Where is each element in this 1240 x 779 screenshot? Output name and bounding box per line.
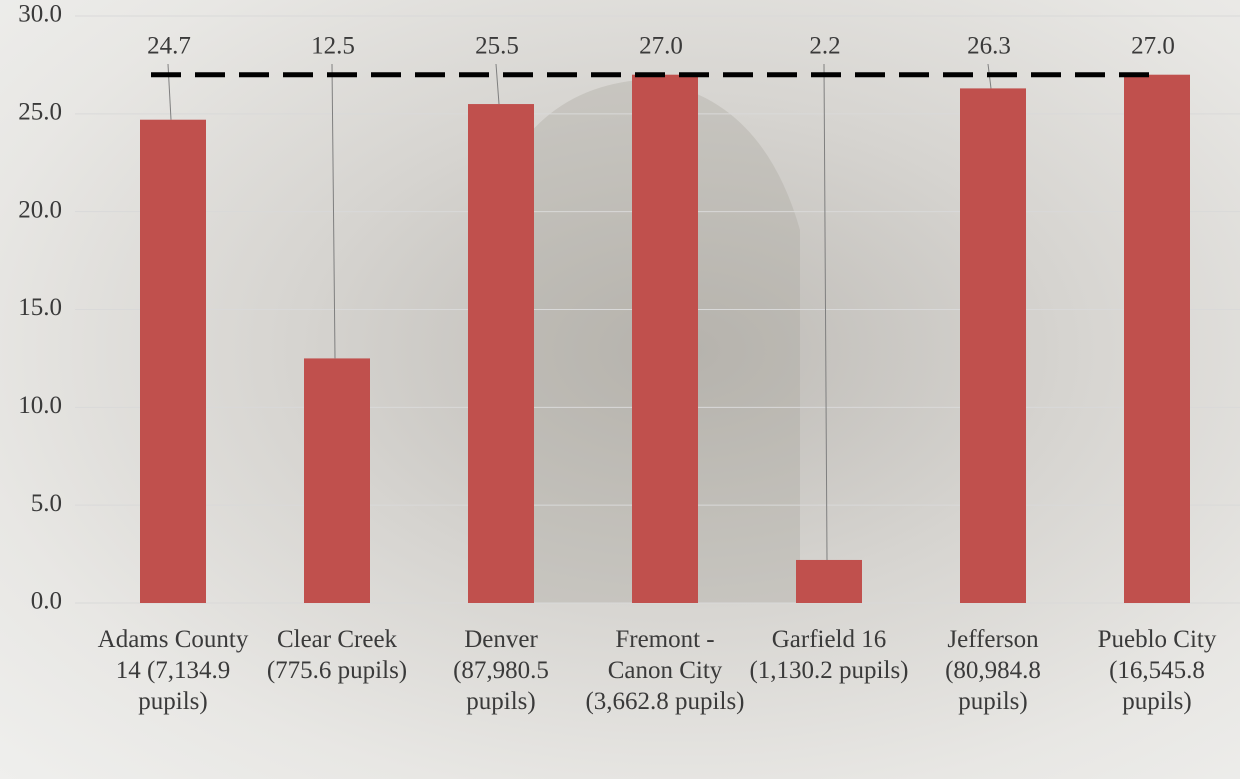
y-tick-label: 30.0 (18, 1, 62, 28)
data-label: 26.3 (967, 33, 1011, 60)
bar (796, 560, 862, 603)
x-tick-label: Pueblo City (16,545.8 pupils) (1077, 624, 1237, 717)
y-tick-label: 10.0 (18, 392, 62, 419)
x-tick-label: Garfield 16 (1,130.2 pupils) (749, 624, 909, 686)
bar (1124, 75, 1190, 603)
bar (468, 104, 534, 603)
bar (304, 358, 370, 603)
data-label: 2.2 (809, 33, 840, 60)
y-tick-label: 20.0 (18, 196, 62, 223)
chart: 0.0 5.0 10.0 15.0 20.0 25.0 30.0 24.7 12.5 25.5 27… (0, 0, 1240, 779)
y-tick-label: 15.0 (18, 294, 62, 321)
data-label: 12.5 (311, 33, 355, 60)
x-tick-label: Denver (87,980.5 pupils) (421, 624, 581, 717)
y-tick-label: 25.0 (18, 99, 62, 126)
leader-line (824, 64, 827, 560)
x-tick-label: Jefferson (80,984.8 pupils) (913, 624, 1073, 717)
data-label: 25.5 (475, 33, 519, 60)
leader-line (496, 64, 499, 104)
x-tick-label: Adams County 14 (7,134.9 pupils) (93, 624, 253, 717)
data-label: 27.0 (1131, 33, 1175, 60)
bar (960, 88, 1026, 603)
bar (632, 75, 698, 603)
y-tick-label: 5.0 (31, 490, 62, 517)
x-tick-label: Clear Creek (775.6 pupils) (257, 624, 417, 686)
y-tick-label: 0.0 (31, 588, 62, 615)
data-label: 24.7 (147, 33, 191, 60)
data-label: 27.0 (639, 33, 683, 60)
bar (140, 120, 206, 603)
x-tick-label: Fremont - Canon City (3,662.8 pupils) (585, 624, 745, 717)
